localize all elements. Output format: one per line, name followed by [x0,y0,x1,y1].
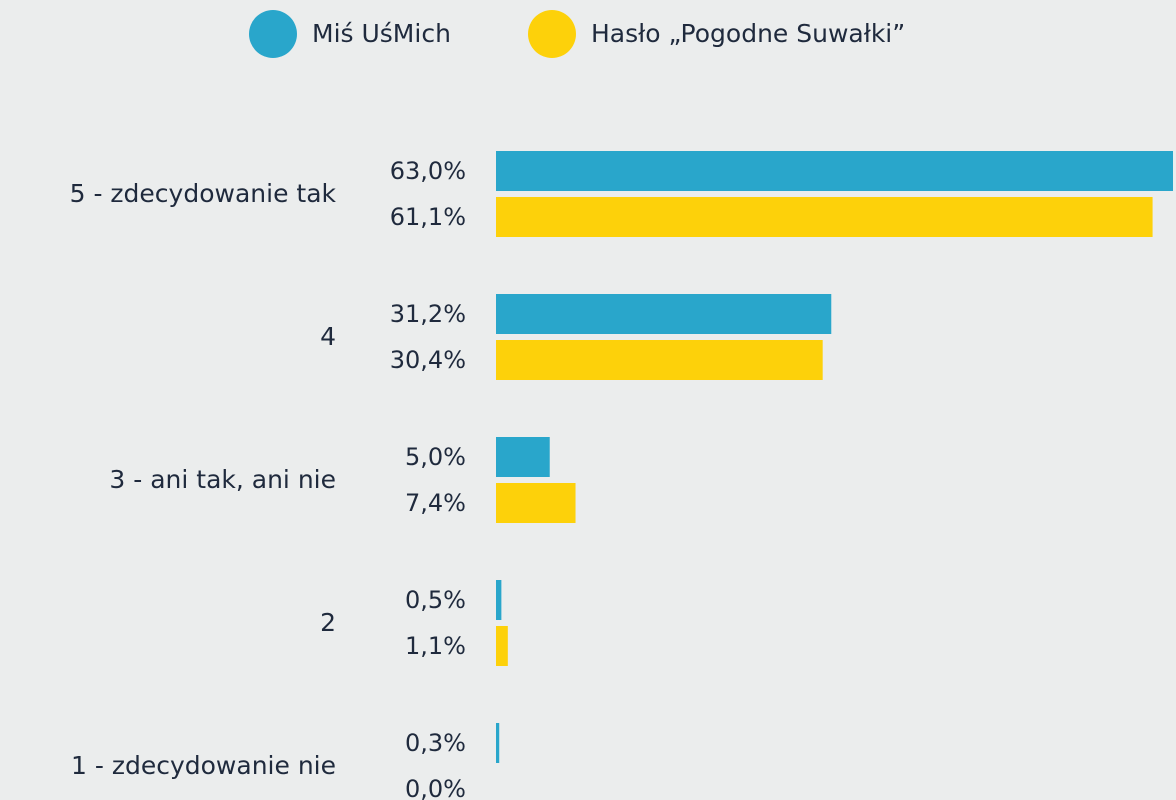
value-label: 0,3% [405,729,466,757]
legend-swatch [528,10,576,58]
bar [496,197,1153,237]
value-label: 0,5% [405,586,466,614]
bar [496,340,823,380]
legend-label: Miś UśMich [312,19,451,48]
bar [496,580,502,620]
category-label: 4 [320,322,336,351]
bar [496,626,508,666]
bar [496,151,1173,191]
value-label: 7,4% [405,489,466,517]
bar [496,294,832,334]
bar [496,437,550,477]
value-label: 61,1% [390,203,466,231]
category-label: 3 - ani tak, ani nie [109,465,336,494]
category-label: 1 - zdecydowanie nie [71,751,336,780]
bar [496,483,576,523]
value-label: 0,0% [405,775,466,800]
category-label: 5 - zdecydowanie tak [70,179,337,208]
value-label: 30,4% [390,346,466,374]
value-label: 31,2% [390,300,466,328]
category-label: 2 [320,608,336,637]
value-label: 63,0% [390,157,466,185]
value-label: 5,0% [405,443,466,471]
legend-label: Hasło „Pogodne Suwałki” [591,19,905,48]
bar [496,723,500,763]
value-label: 1,1% [405,632,466,660]
legend-swatch [249,10,297,58]
